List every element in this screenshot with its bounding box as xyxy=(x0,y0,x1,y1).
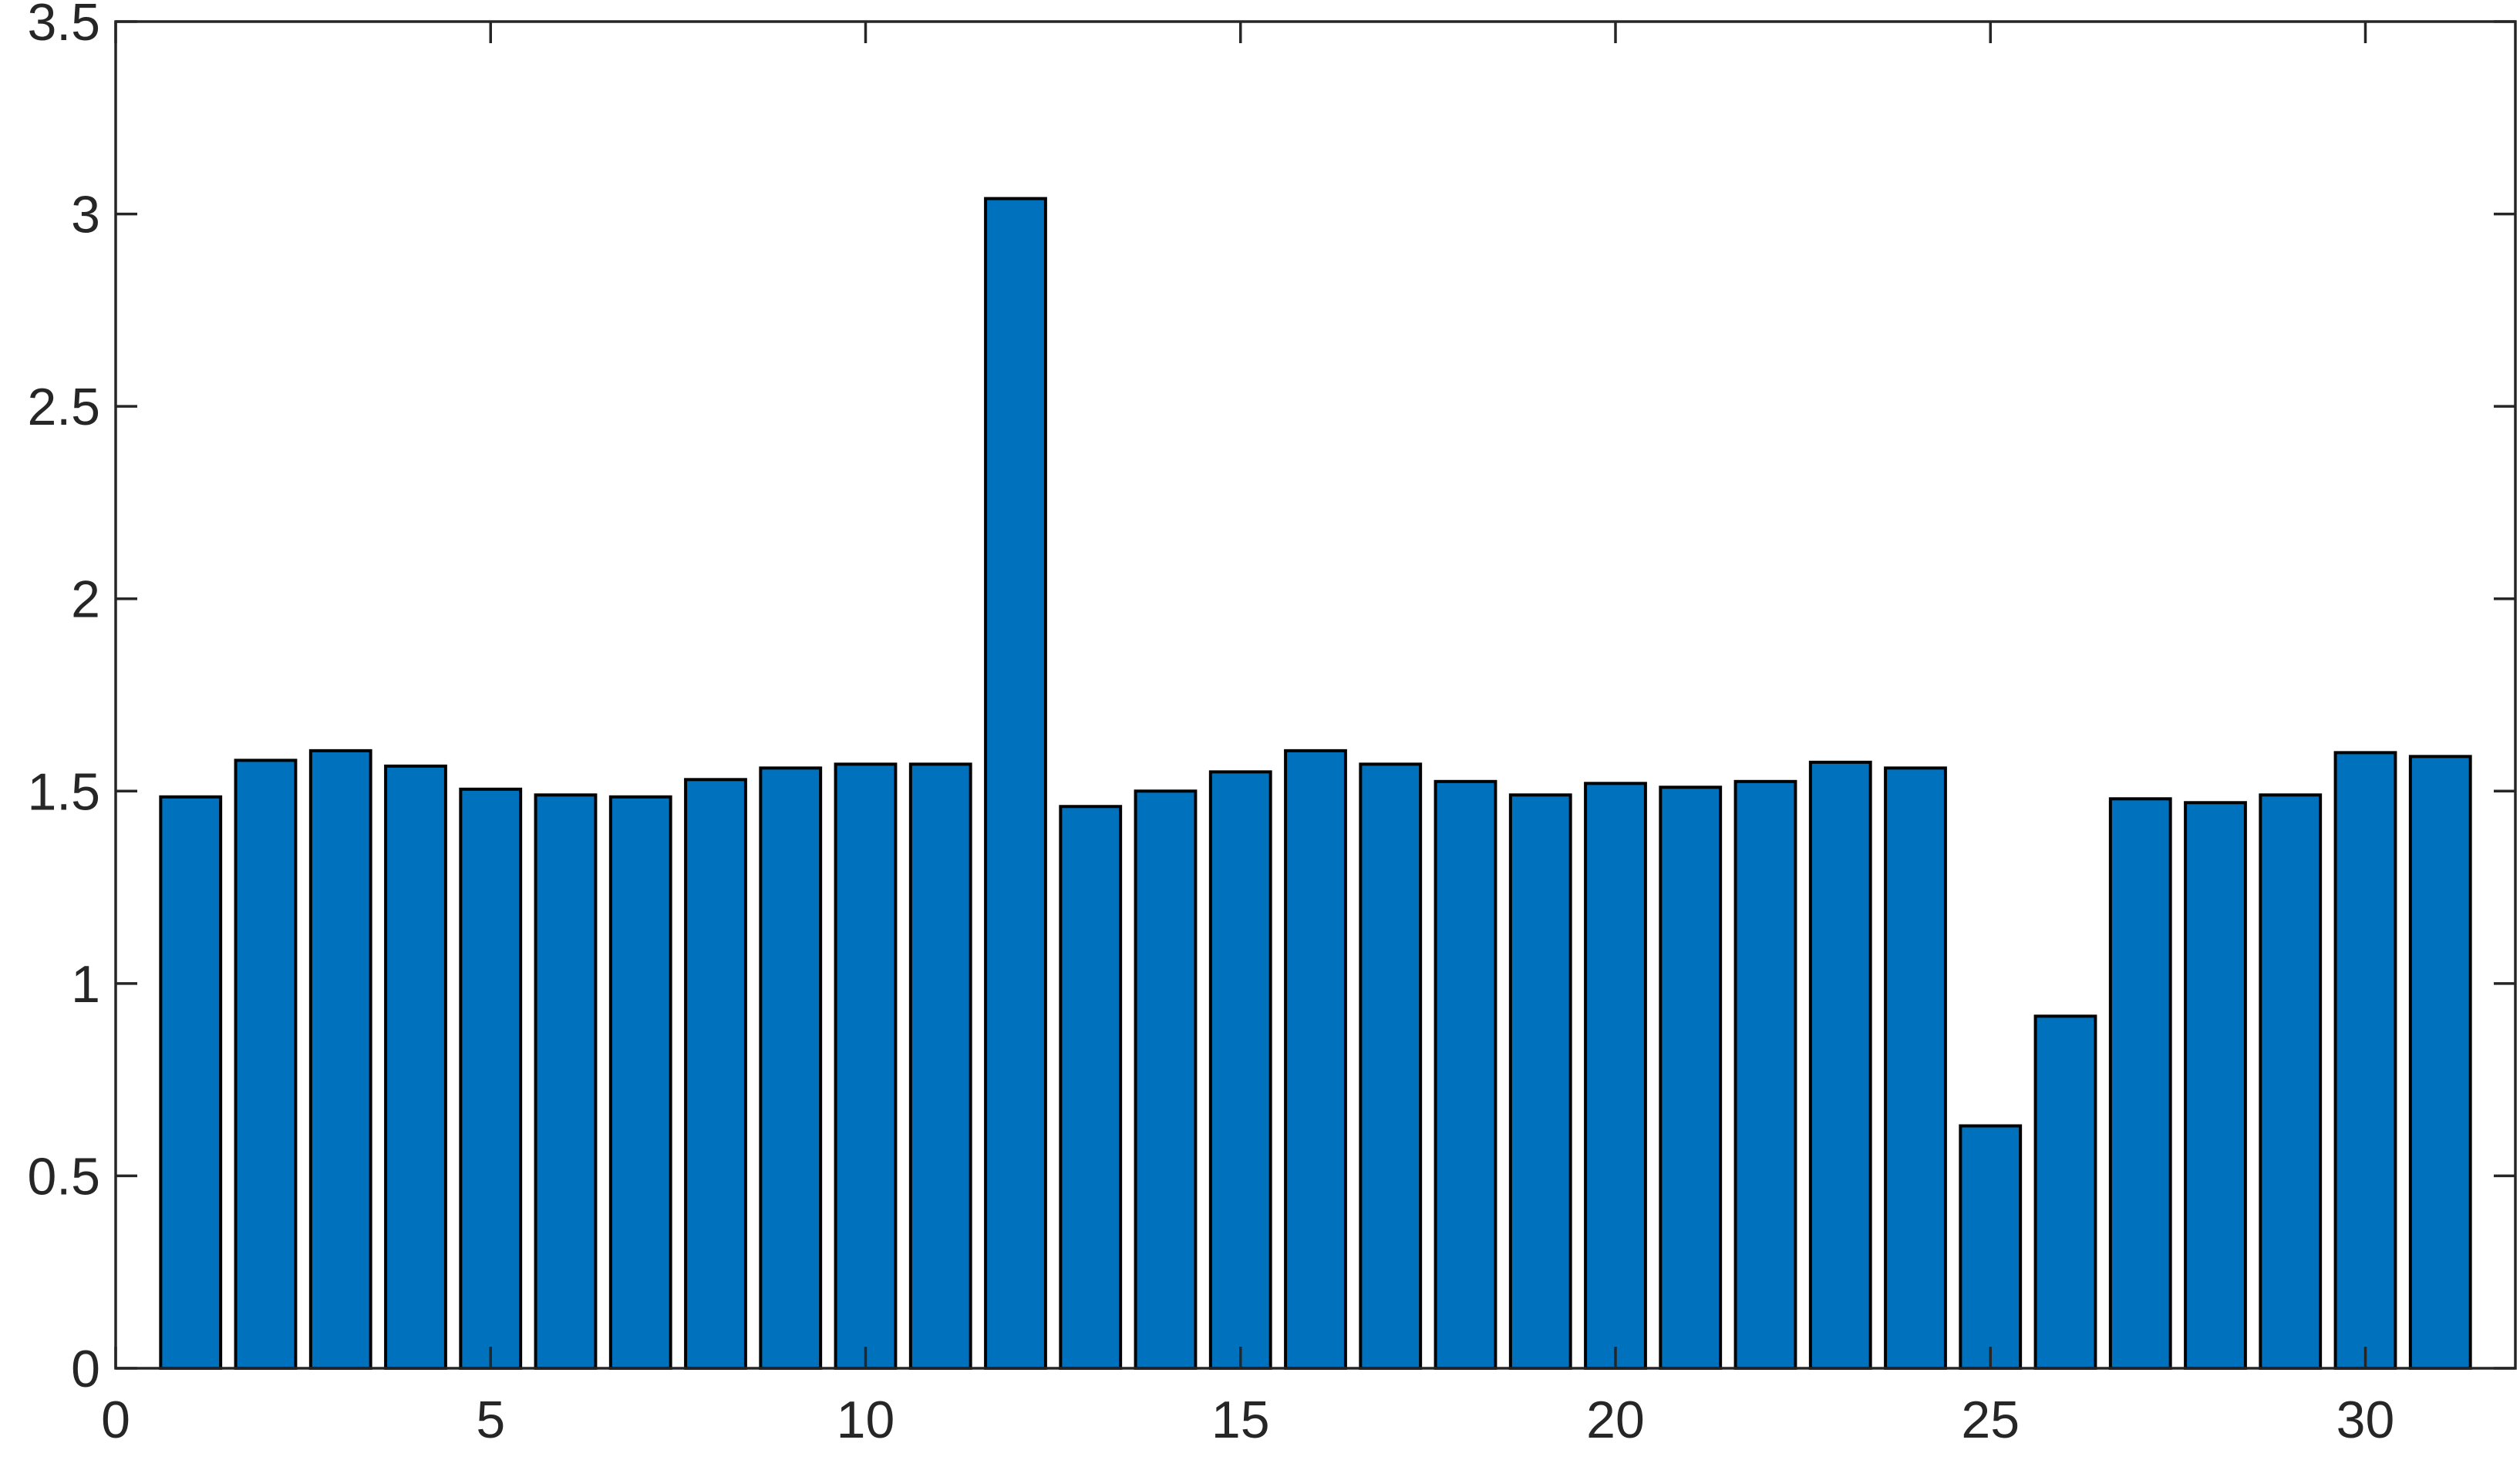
x-tick-label-10: 10 xyxy=(837,1391,895,1449)
bar-12 xyxy=(984,197,1047,1370)
y-tick-label-1: 1 xyxy=(71,955,100,1014)
bar-6 xyxy=(534,793,598,1370)
bar-22 xyxy=(1733,779,1797,1370)
y-tick-label-2: 2 xyxy=(71,570,100,629)
bar-13 xyxy=(1059,805,1123,1371)
y-tick-label-3.5: 3.5 xyxy=(27,0,100,52)
bar-1 xyxy=(159,795,223,1370)
bar-26 xyxy=(2033,1014,2097,1371)
bar-2 xyxy=(234,759,298,1370)
bar-9 xyxy=(759,766,823,1370)
bar-23 xyxy=(1808,760,1872,1370)
bar-17 xyxy=(1359,762,1423,1370)
bar-14 xyxy=(1134,789,1198,1371)
y-tick-label-0.5: 0.5 xyxy=(27,1147,100,1206)
ticks-group xyxy=(114,20,2515,1370)
tick-labels-group: 0 5 10 15 20 25 30 0 0.5 1 1.5 2 2.5 3 3.5 xyxy=(27,0,2394,1449)
x-tick-label-0: 0 xyxy=(101,1391,130,1449)
bar-18 xyxy=(1434,779,1498,1370)
bar-27 xyxy=(2108,797,2172,1370)
y-tick-label-1.5: 1.5 xyxy=(27,762,100,821)
bar-30 xyxy=(2333,751,2397,1370)
bar-7 xyxy=(608,795,672,1370)
bar-15 xyxy=(1208,770,1272,1370)
bar-4 xyxy=(384,764,447,1370)
bar-10 xyxy=(834,762,898,1370)
y-tick-label-0: 0 xyxy=(71,1340,100,1398)
bar-19 xyxy=(1508,793,1572,1370)
axes-frame xyxy=(114,20,2517,1370)
bar-3 xyxy=(308,749,372,1370)
bar-21 xyxy=(1659,786,1723,1370)
bar-29 xyxy=(2259,793,2323,1370)
bar-11 xyxy=(908,762,972,1370)
bar-8 xyxy=(684,778,747,1370)
x-tick-label-15: 15 xyxy=(1211,1391,1270,1449)
x-tick-label-20: 20 xyxy=(1586,1391,1645,1449)
y-tick-label-2.5: 2.5 xyxy=(27,378,100,436)
bars-group xyxy=(159,197,2472,1371)
x-tick-label-30: 30 xyxy=(2336,1391,2395,1449)
bar-31 xyxy=(2408,755,2472,1370)
bar-20 xyxy=(1584,782,1647,1370)
x-tick-label-25: 25 xyxy=(1961,1391,2020,1449)
bar-5 xyxy=(459,787,523,1370)
bar-24 xyxy=(1884,766,1947,1370)
y-tick-label-3: 3 xyxy=(71,186,100,244)
bar-25 xyxy=(1959,1124,2023,1371)
bar-28 xyxy=(2184,801,2247,1370)
bar-16 xyxy=(1284,749,1347,1370)
x-tick-label-5: 5 xyxy=(476,1391,505,1449)
